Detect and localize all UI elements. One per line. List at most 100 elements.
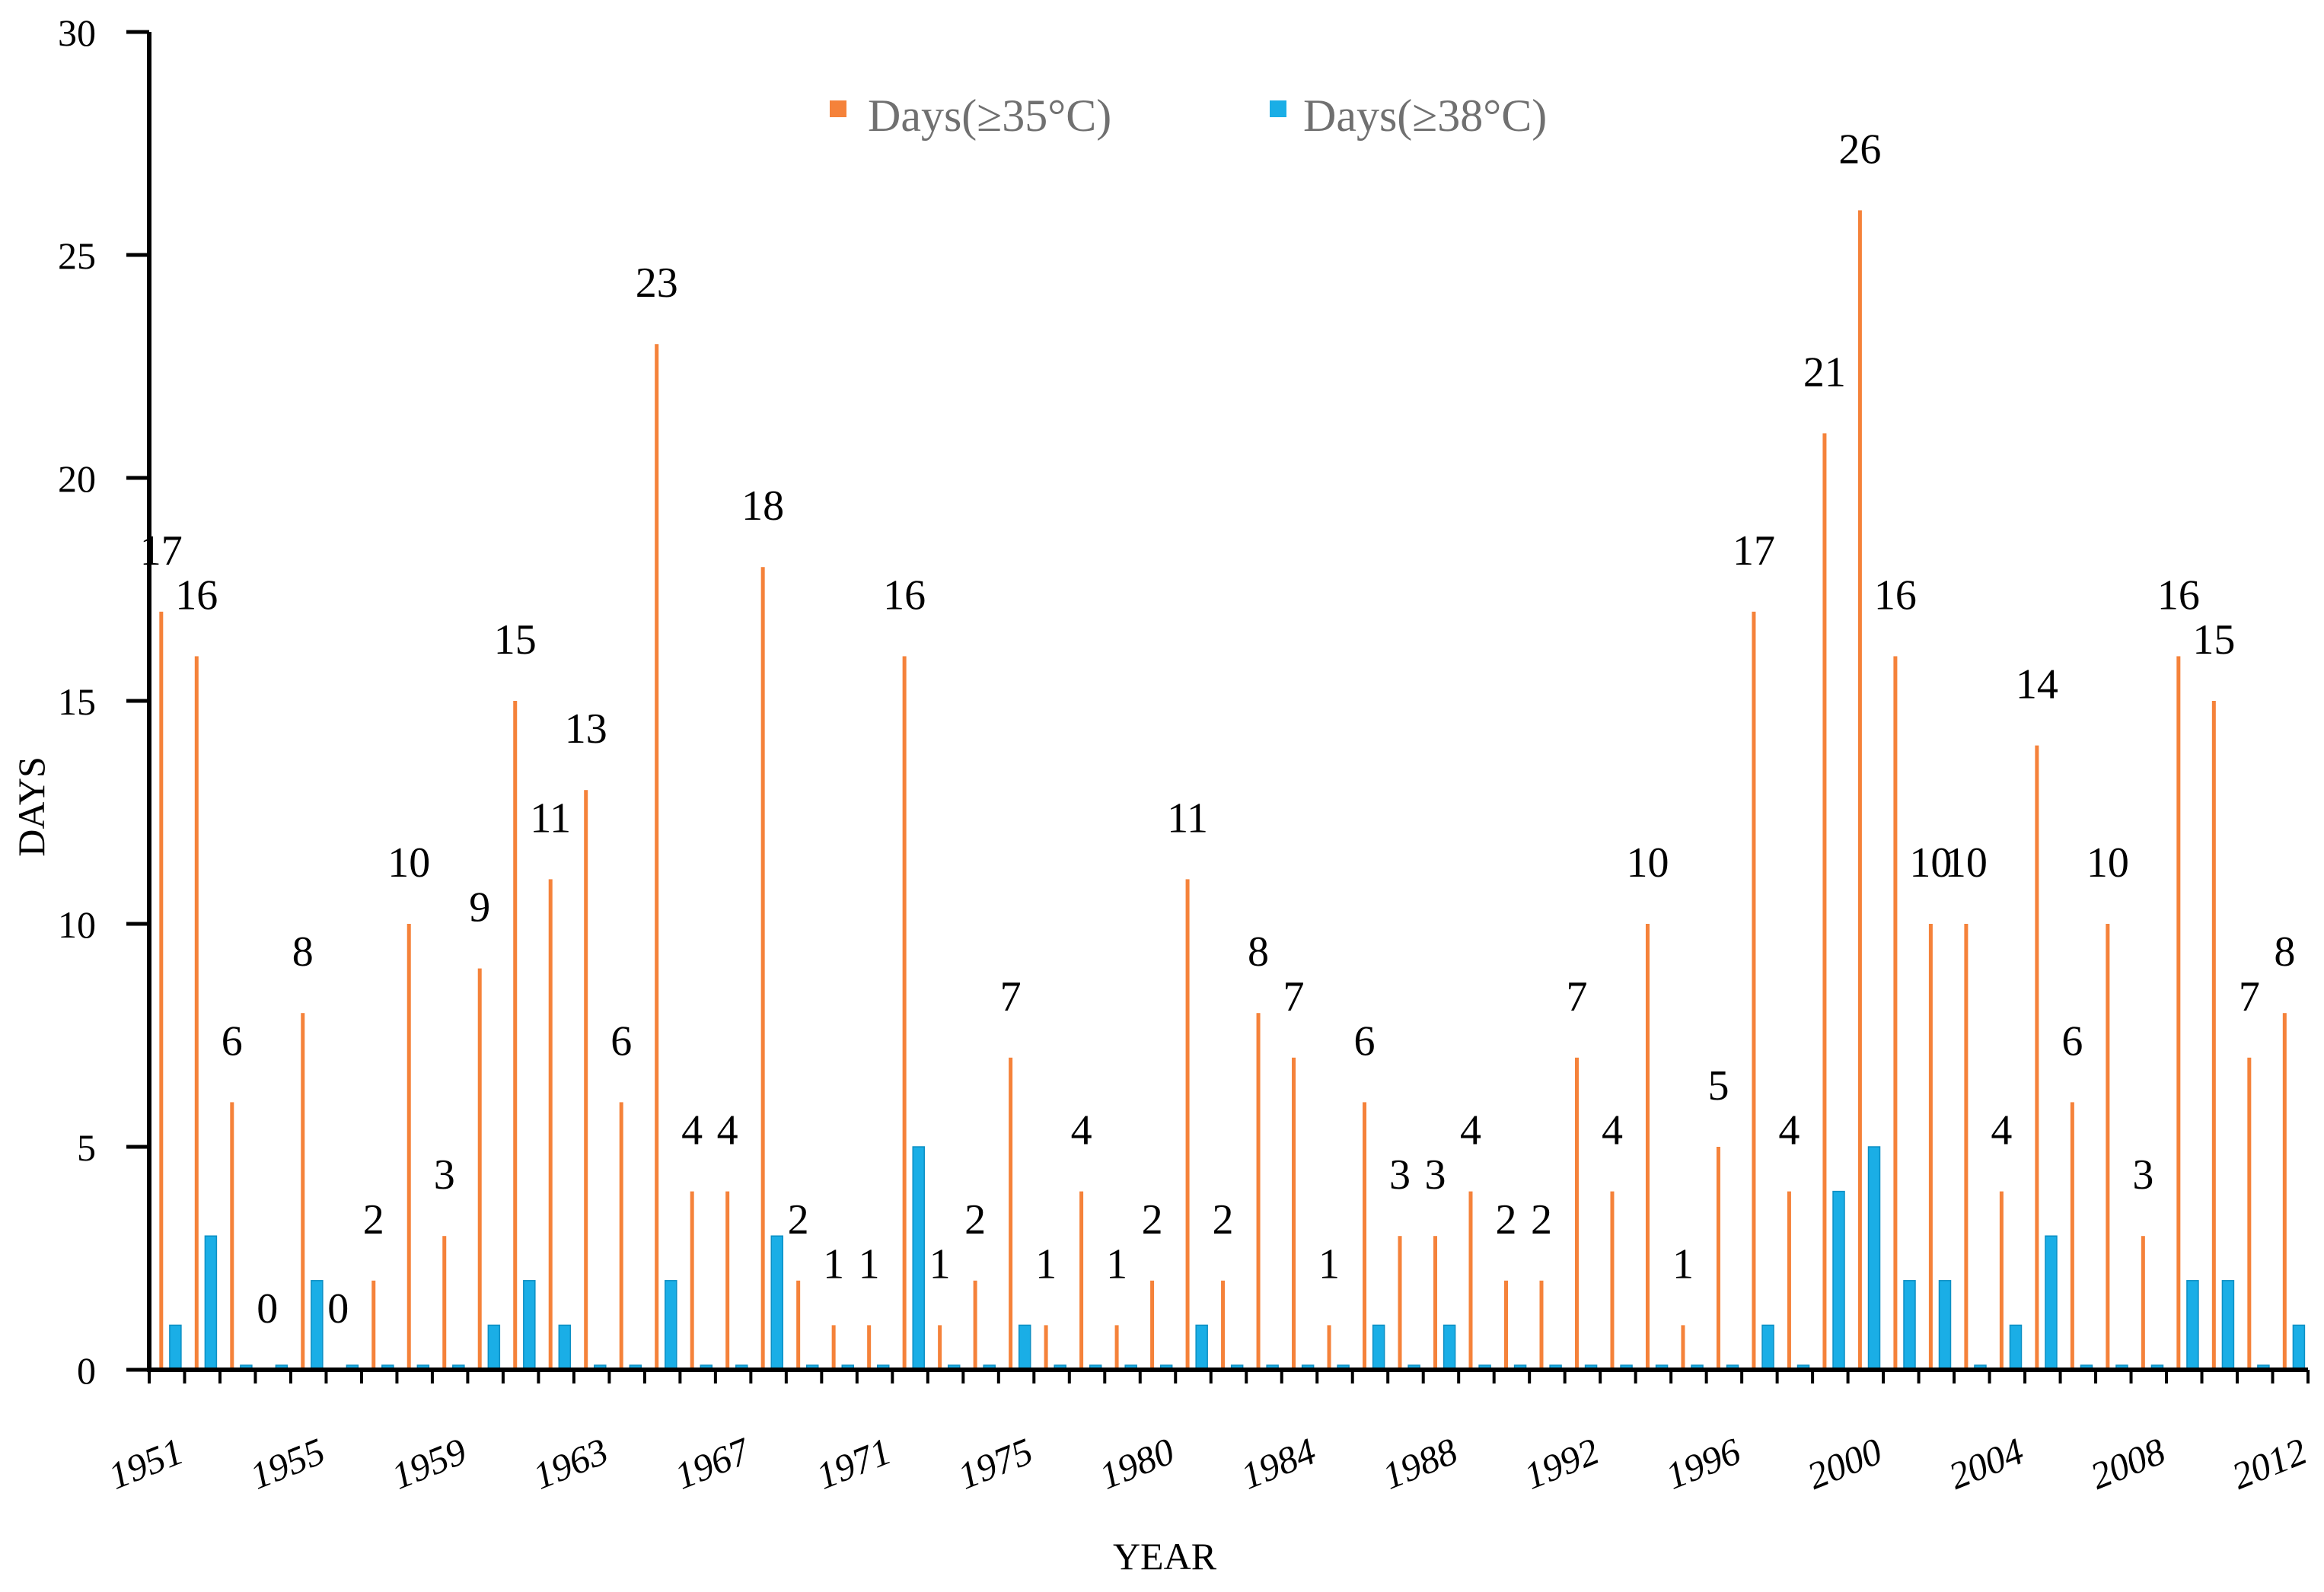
data-label-35: 16: [1874, 572, 1917, 619]
bar-38: [1443, 1324, 1456, 1371]
bar-35: [230, 1102, 234, 1370]
bar-38: [2186, 1280, 2199, 1371]
data-label-35: 3: [1425, 1151, 1446, 1199]
data-label-35: 1: [929, 1240, 951, 1288]
bar-35: [406, 924, 411, 1370]
bar-35: [760, 567, 765, 1371]
y-tick-label: 5: [77, 1126, 96, 1169]
legend-label-35: Days(≥35°C): [868, 91, 1111, 141]
bar-35: [1822, 433, 1827, 1370]
data-label-35: 0: [327, 1285, 349, 1333]
data-label-35: 4: [1460, 1107, 1481, 1154]
legend-label-38: Days(≥38°C): [1303, 91, 1547, 141]
data-label-35: 2: [788, 1196, 809, 1243]
bar-35: [725, 1191, 730, 1370]
data-label-35: 7: [1566, 973, 1587, 1020]
bar-35: [655, 344, 659, 1371]
bar-35: [1503, 1280, 1508, 1370]
bar-38: [558, 1324, 572, 1371]
bar-38: [1903, 1280, 1916, 1371]
bar-35: [584, 790, 588, 1370]
bar-35: [477, 968, 482, 1370]
x-tick-label: 1967: [669, 1429, 757, 1498]
bar-38: [1938, 1280, 1952, 1371]
bar-35: [1716, 1147, 1720, 1370]
bar-35: [1185, 879, 1190, 1370]
bar-35: [2176, 656, 2181, 1370]
data-label-35: 4: [681, 1107, 703, 1154]
bar-35: [1574, 1057, 1579, 1370]
bar-35: [548, 879, 553, 1370]
bar-38: [1018, 1324, 1031, 1371]
y-tick-label: 20: [58, 457, 96, 500]
y-tick-label: 0: [77, 1349, 96, 1392]
bar-35: [973, 1280, 977, 1370]
data-label-35: 4: [1778, 1107, 1800, 1154]
data-label-35: 1: [859, 1240, 880, 1288]
data-label-35: 2: [1142, 1196, 1163, 1243]
x-tick-label: 1980: [1093, 1429, 1180, 1497]
bar-38: [1832, 1190, 1845, 1371]
series-35-bars: [159, 210, 2287, 1371]
data-label-35: 2: [1531, 1196, 1552, 1243]
y-tick-label: 10: [58, 903, 96, 946]
data-label-35: 6: [2061, 1017, 2083, 1065]
bar-35: [301, 1013, 305, 1370]
bar-35: [796, 1280, 801, 1370]
bar-35: [2035, 745, 2039, 1370]
bar-38: [523, 1280, 536, 1371]
bar-38: [169, 1324, 182, 1371]
data-label-35: 26: [1838, 126, 1881, 173]
x-tick-label: 2000: [1801, 1429, 1888, 1497]
data-label-35: 2: [1213, 1196, 1234, 1243]
y-tick-label: 25: [58, 234, 96, 277]
bar-35: [513, 701, 518, 1370]
bar-35: [1645, 924, 1650, 1370]
bar-35: [2282, 1013, 2287, 1370]
legend: Days(≥35°C) Days(≥38°C): [830, 91, 1547, 141]
data-label-35: 1: [1318, 1240, 1340, 1288]
bar-35: [1539, 1280, 1544, 1370]
data-label-35: 3: [1389, 1151, 1411, 1199]
data-label-35: 16: [883, 572, 926, 619]
bar-35: [690, 1191, 694, 1370]
bar-35: [159, 611, 164, 1370]
bar-38: [770, 1235, 784, 1371]
x-tick-label: 1971: [811, 1429, 897, 1497]
series-38-bars: [169, 1146, 2306, 1371]
bar-38: [204, 1235, 218, 1371]
bar-35: [1114, 1325, 1119, 1370]
y-tick-label: 15: [58, 680, 96, 723]
data-label-35: 6: [610, 1017, 632, 1065]
data-label-35: 1: [1035, 1240, 1057, 1288]
bar-35: [2211, 701, 2216, 1370]
data-label-35: 3: [434, 1151, 455, 1199]
bar-35: [902, 656, 907, 1370]
bar-35: [194, 656, 199, 1370]
bar-35: [1752, 611, 1756, 1370]
data-label-35: 6: [222, 1017, 243, 1065]
bar-38: [2045, 1235, 2058, 1371]
bar-35: [1433, 1236, 1438, 1370]
x-axis-ticks: 1951 1955 1959 1963 1967 1971 1975 1980 1984 1988…: [103, 1370, 2313, 1498]
bar-35: [867, 1325, 872, 1370]
data-label-35: 7: [1283, 973, 1305, 1020]
data-label-35: 8: [1248, 928, 1269, 976]
bar-35: [442, 1236, 447, 1370]
data-label-35: 7: [2239, 973, 2260, 1020]
y-axis-title: DAYS: [10, 756, 53, 857]
x-tick-label: 1975: [952, 1429, 1038, 1497]
data-label-35: 10: [387, 839, 430, 887]
bar-35: [1150, 1280, 1155, 1370]
data-label-35: 4: [1991, 1107, 2012, 1154]
data-label-35: 13: [565, 705, 607, 753]
bar-38: [1372, 1324, 1385, 1371]
data-label-35: 4: [1602, 1107, 1623, 1154]
x-tick-label: 1963: [528, 1429, 614, 1497]
data-label-35: 3: [2132, 1151, 2153, 1199]
x-axis-title: YEAR: [1113, 1535, 1217, 1578]
x-tick-label: 1988: [1376, 1429, 1463, 1497]
data-label-35: 0: [257, 1285, 278, 1333]
